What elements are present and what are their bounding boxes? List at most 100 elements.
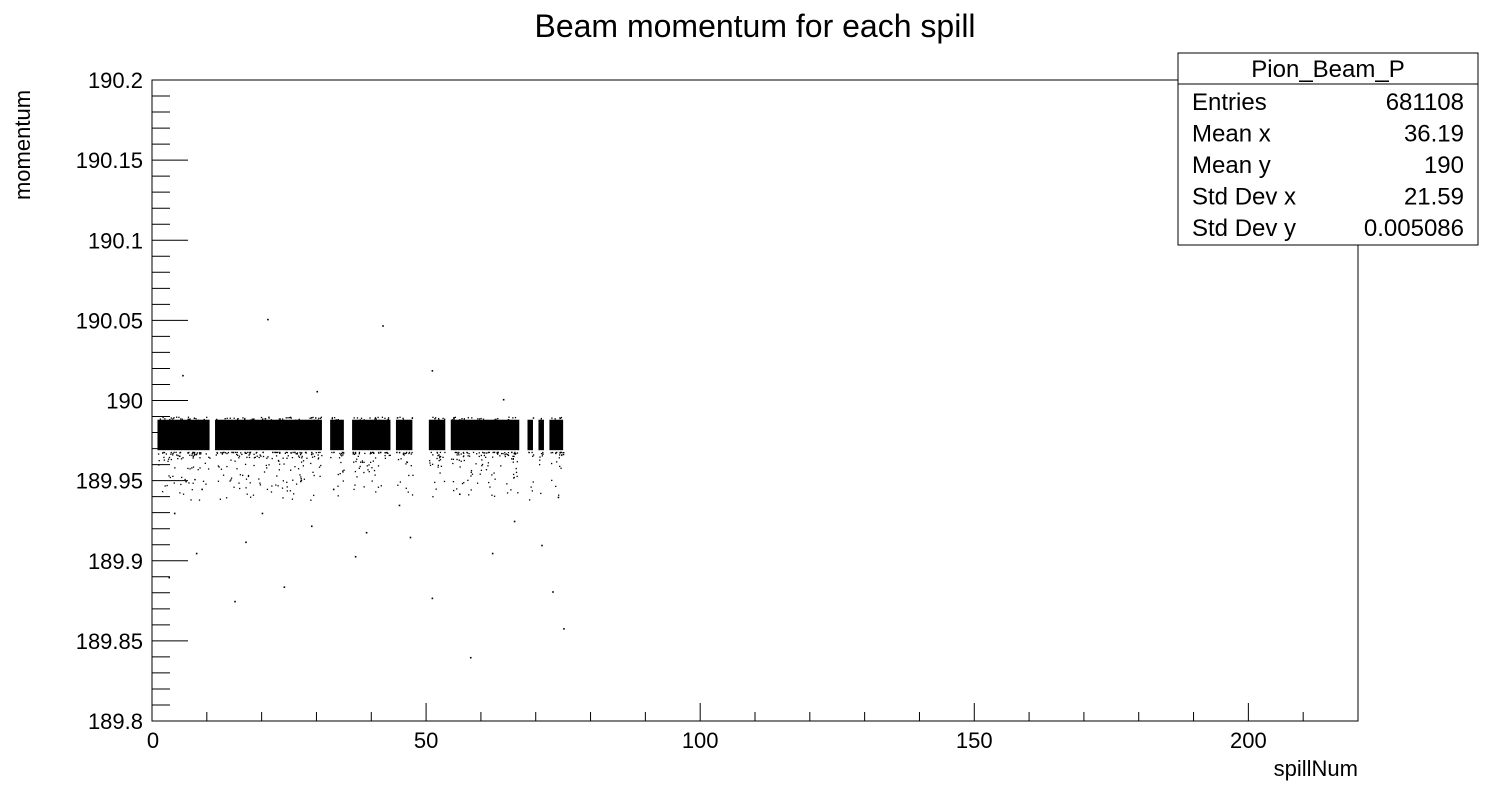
dense-band-segment xyxy=(157,419,210,451)
scatter-point xyxy=(541,455,544,457)
scatter-point xyxy=(470,471,472,473)
scatter-point xyxy=(363,461,365,463)
dense-band-segment xyxy=(428,419,446,451)
scatter-point xyxy=(451,419,454,421)
scatter-point xyxy=(260,455,262,457)
scatter-point xyxy=(275,455,278,457)
scatter-point xyxy=(378,452,380,454)
scatter-point xyxy=(263,471,266,473)
scatter-point xyxy=(463,452,465,454)
scatter-point xyxy=(470,475,472,477)
scatter-point xyxy=(185,481,187,483)
scatter-point xyxy=(507,454,510,457)
scatter-point xyxy=(374,417,377,419)
scatter-point xyxy=(517,492,519,494)
scatter-point xyxy=(489,486,491,488)
scatter-point xyxy=(237,454,239,457)
scatter-point xyxy=(282,457,284,459)
y-tick-label: 190 xyxy=(106,389,143,414)
scatter-point xyxy=(488,451,490,454)
scatter-point xyxy=(486,452,488,454)
scatter-point xyxy=(245,487,247,489)
scatter-point xyxy=(245,452,248,454)
scatter-point xyxy=(229,480,231,482)
scatter-point xyxy=(292,479,294,481)
scatter-point xyxy=(472,451,475,454)
scatter-point xyxy=(504,454,506,456)
scatter-point xyxy=(166,484,168,487)
scatter-point xyxy=(497,453,499,455)
scatter-point xyxy=(510,489,512,491)
stats-row-value: 190 xyxy=(1424,152,1464,179)
scatter-point xyxy=(205,453,207,455)
scatter-point xyxy=(471,473,474,475)
scatter-point xyxy=(541,544,543,547)
scatter-point xyxy=(562,453,565,456)
scatter-point xyxy=(358,451,361,454)
scatter-point xyxy=(254,456,256,459)
scatter-point xyxy=(359,419,361,421)
scatter-point xyxy=(169,476,172,479)
scatter-point xyxy=(353,453,356,456)
scatter-point xyxy=(320,416,323,418)
scatter-point xyxy=(252,494,255,496)
scatter-point xyxy=(558,494,560,496)
scatter-point xyxy=(300,478,302,480)
scatter-point xyxy=(172,475,174,478)
scatter-point xyxy=(195,552,198,555)
scatter-point xyxy=(478,418,481,420)
scatter-point xyxy=(462,419,464,421)
scatter-point xyxy=(182,457,184,459)
scatter-point xyxy=(173,451,175,454)
scatter-point xyxy=(355,452,357,455)
scatter-point xyxy=(278,460,280,462)
scatter-point xyxy=(157,453,160,455)
scatter-point xyxy=(493,472,495,474)
scatter-point xyxy=(336,419,339,421)
dense-band-segment xyxy=(352,419,391,451)
scatter-point xyxy=(387,452,389,455)
scatter-point xyxy=(312,471,314,473)
scatter-point xyxy=(343,452,345,454)
scatter-point xyxy=(373,452,375,455)
scatter-point xyxy=(456,454,458,456)
scatter-point xyxy=(267,318,269,321)
scatter-point xyxy=(237,418,239,420)
scatter-point xyxy=(163,459,165,461)
scatter-point xyxy=(192,451,194,454)
scatter-point xyxy=(542,451,544,454)
scatter-point xyxy=(538,463,541,466)
scatter-point xyxy=(313,494,315,497)
plot-frame xyxy=(151,79,1359,722)
scatter-point xyxy=(480,469,483,472)
scatter-point xyxy=(193,451,195,454)
scatter-point xyxy=(301,455,303,458)
scatter-point xyxy=(315,417,317,419)
scatter-point xyxy=(310,525,313,528)
scatter-point xyxy=(261,512,264,515)
scatter-point xyxy=(236,451,238,454)
scatter-point xyxy=(244,418,246,421)
scatter-point xyxy=(193,417,196,420)
scatter-point xyxy=(192,452,194,455)
scatter-point xyxy=(491,474,493,476)
scatter-point xyxy=(461,482,464,485)
scatter-point xyxy=(496,452,499,454)
scatter-point xyxy=(246,456,248,458)
scatter-point xyxy=(562,452,564,454)
scatter-point xyxy=(312,416,314,419)
scatter-point xyxy=(316,390,319,393)
scatter-point xyxy=(224,452,227,454)
scatter-point xyxy=(283,586,286,588)
x-tick-label: 100 xyxy=(682,728,719,753)
scatter-point xyxy=(372,451,374,454)
scatter-point xyxy=(436,457,438,460)
scatter-point xyxy=(341,455,343,457)
scatter-point xyxy=(216,451,218,454)
scatter-point xyxy=(540,417,542,420)
scatter-point xyxy=(502,398,505,401)
scatter-point xyxy=(470,489,472,491)
scatter-point xyxy=(387,418,389,421)
scatter-point xyxy=(240,452,242,454)
scatter-point xyxy=(317,458,319,460)
